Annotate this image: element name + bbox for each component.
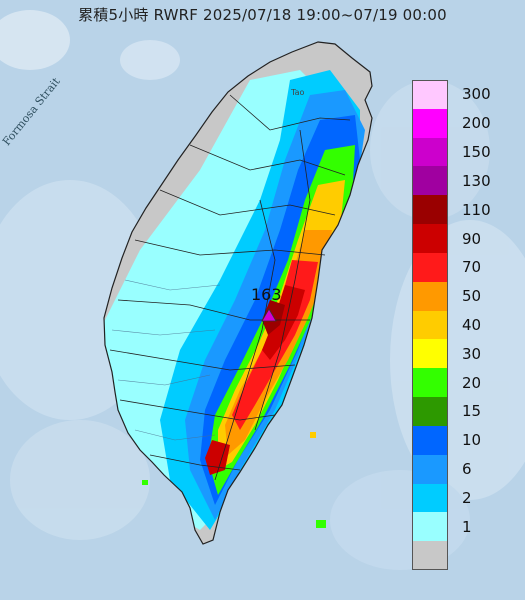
offshore-islands	[142, 432, 326, 528]
legend-swatch	[413, 166, 447, 196]
legend-swatch	[413, 483, 447, 513]
legend-item: 110	[412, 195, 512, 225]
legend-item: 200	[412, 108, 512, 138]
legend-label: 10	[462, 431, 482, 450]
legend-swatch	[413, 195, 447, 225]
legend-item: 1	[412, 512, 512, 542]
legend-item	[412, 541, 512, 570]
legend-swatch	[413, 541, 447, 570]
legend-item: 10	[412, 425, 512, 455]
legend-item: 30	[412, 339, 512, 369]
legend-swatch	[413, 80, 447, 109]
legend-swatch	[413, 512, 447, 542]
max-rainfall-value: 163	[251, 285, 282, 304]
legend-swatch	[413, 425, 447, 455]
legend-item: 20	[412, 368, 512, 398]
legend-swatch	[413, 281, 447, 311]
legend-label: 1	[462, 517, 472, 536]
legend-swatch	[413, 310, 447, 340]
legend-item: 40	[412, 310, 512, 340]
legend-label: 20	[462, 373, 482, 392]
legend-swatch	[413, 454, 447, 484]
legend-item: 15	[412, 397, 512, 426]
county-boundaries	[103, 41, 373, 545]
legend-label: 150	[462, 143, 491, 162]
legend-item: 2	[412, 483, 512, 513]
legend-item: 6	[412, 454, 512, 484]
legend-swatch	[413, 368, 447, 398]
legend-item: 90	[412, 224, 512, 253]
max-rainfall-marker-icon[interactable]	[261, 308, 277, 322]
legend-label: 30	[462, 344, 482, 363]
legend-swatch	[413, 339, 447, 369]
legend-label: 200	[462, 114, 491, 133]
legend-swatch	[413, 252, 447, 282]
legend-item: 130	[412, 166, 512, 196]
legend-swatch	[413, 137, 447, 167]
legend-label: 110	[462, 200, 491, 219]
legend-label: 40	[462, 315, 482, 334]
legend-label: 6	[462, 460, 472, 479]
legend-swatch	[413, 224, 447, 253]
legend-swatch	[413, 108, 447, 138]
map-title: 累積5小時 RWRF 2025/07/18 19:00~07/19 00:00	[78, 6, 447, 24]
legend-swatch	[413, 397, 447, 426]
legend-label: 70	[462, 258, 482, 277]
legend-label: 15	[462, 402, 482, 421]
legend-item: 300	[412, 80, 512, 109]
legend-item: 70	[412, 252, 512, 282]
legend-label: 300	[462, 85, 491, 104]
legend-label: 50	[462, 287, 482, 306]
legend-item: 150	[412, 137, 512, 167]
legend-label: 2	[462, 488, 472, 507]
rainfall-legend: 300 200 150 130 110 90 70 50 40 30 20 15 10 6 2 1	[412, 80, 512, 570]
legend-item: 50	[412, 281, 512, 311]
rivers	[111, 279, 221, 441]
legend-label: 130	[462, 171, 491, 190]
legend-label: 90	[462, 229, 482, 248]
city-label: Tao	[291, 88, 305, 97]
